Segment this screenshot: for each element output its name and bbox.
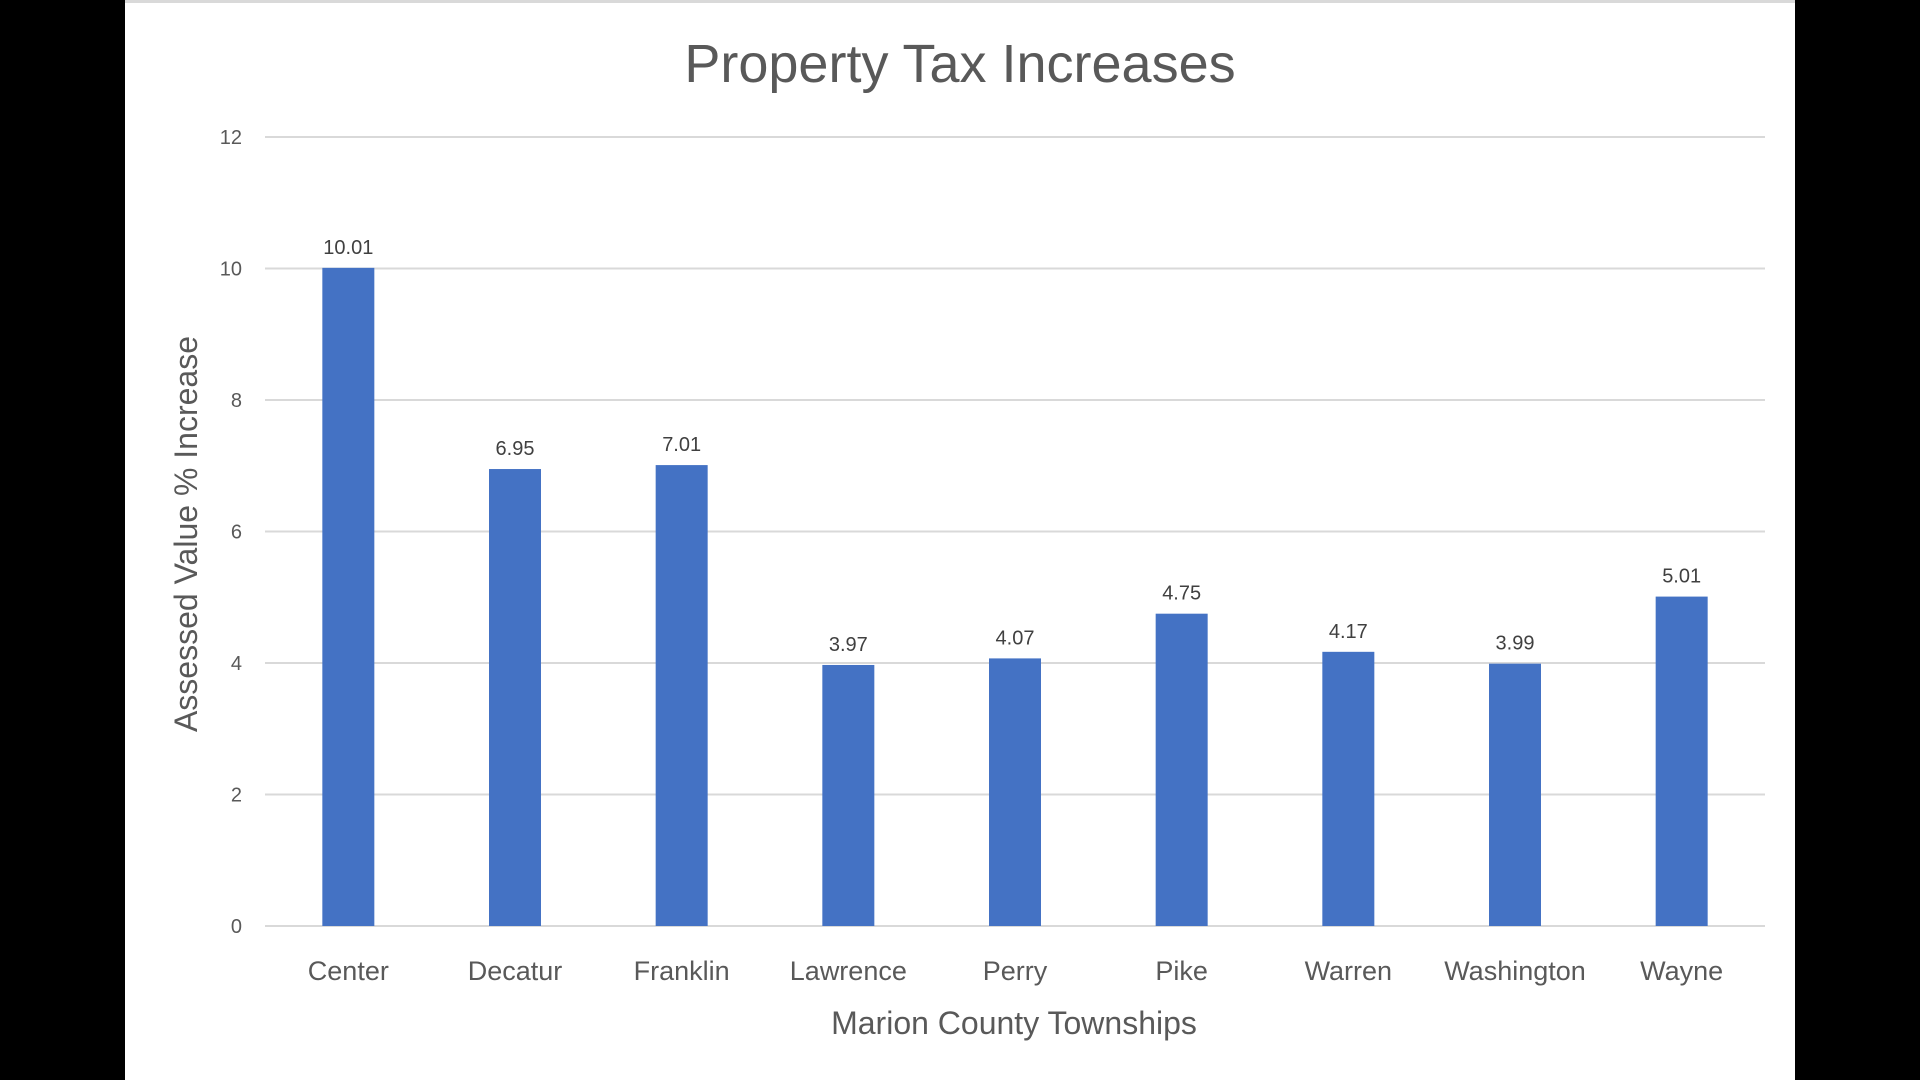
y-tick-label: 12 xyxy=(220,127,242,149)
data-label: 7.01 xyxy=(662,434,701,456)
x-tick-label: Center xyxy=(308,956,389,986)
x-axis-title: Marion County Townships xyxy=(831,1005,1197,1041)
y-tick-label: 8 xyxy=(231,390,242,412)
data-label: 4.75 xyxy=(1162,583,1201,605)
data-label: 4.07 xyxy=(996,627,1035,649)
bar-lawrence xyxy=(822,664,875,926)
y-tick-label: 6 xyxy=(231,522,242,544)
data-label: 10.01 xyxy=(323,237,373,259)
x-tick-label: Franklin xyxy=(634,956,730,986)
x-tick-label: Perry xyxy=(983,956,1048,986)
x-tick-label: Washington xyxy=(1444,956,1586,986)
x-tick-label: Decatur xyxy=(468,956,563,986)
x-tick-label: Lawrence xyxy=(790,956,907,986)
chart-title: Property Tax Increases xyxy=(684,34,1235,94)
y-tick-label: 10 xyxy=(220,259,242,281)
data-label: 4.17 xyxy=(1329,621,1368,643)
bar-perry xyxy=(989,658,1041,926)
data-label: 5.01 xyxy=(1662,566,1701,588)
x-tick-label: Wayne xyxy=(1640,956,1723,986)
y-tick-label: 4 xyxy=(231,653,242,675)
x-tick-label: Warren xyxy=(1305,956,1393,986)
data-label: 3.99 xyxy=(1496,633,1535,655)
bar-decatur xyxy=(489,469,541,926)
y-tick-label: 0 xyxy=(231,916,242,938)
data-label: 6.95 xyxy=(496,438,535,460)
bar-wayne xyxy=(1655,596,1708,926)
bar-pike xyxy=(1155,613,1208,926)
bar-washington xyxy=(1489,663,1541,926)
bar-franklin xyxy=(655,465,708,926)
data-label: 3.97 xyxy=(829,634,868,656)
bar-warren xyxy=(1322,651,1375,926)
y-axis-title: Assessed Value % Increase xyxy=(168,336,204,732)
bar-center xyxy=(322,267,375,926)
x-tick-label: Pike xyxy=(1155,956,1208,986)
y-tick-label: 2 xyxy=(231,785,242,807)
